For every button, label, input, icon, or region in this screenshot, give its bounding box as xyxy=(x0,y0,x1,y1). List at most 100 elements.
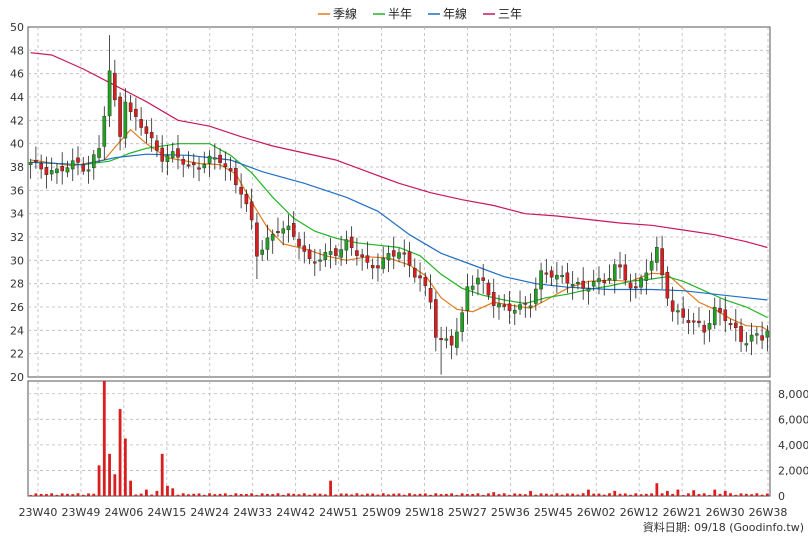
volume-bar xyxy=(623,493,627,496)
volume-bar xyxy=(208,493,211,496)
volume-bar xyxy=(87,493,90,496)
candle-body xyxy=(739,326,743,342)
volume-bar xyxy=(713,489,717,496)
volume-bar xyxy=(597,493,601,496)
candle-body xyxy=(507,303,512,311)
candle-body xyxy=(186,164,191,167)
volume-bar xyxy=(734,494,738,496)
volume-grid xyxy=(28,381,770,496)
volume-bar xyxy=(671,493,675,496)
volume-bar xyxy=(655,483,659,496)
price-tick-label: 34 xyxy=(10,208,24,221)
x-tick-label: 26W02 xyxy=(577,506,616,519)
volume-bar xyxy=(250,493,254,496)
volume-bar xyxy=(618,493,622,496)
candle-body xyxy=(512,309,517,314)
volume-bar xyxy=(587,489,590,496)
candle-body xyxy=(418,275,422,279)
candle-body xyxy=(181,158,186,165)
volume-bar xyxy=(571,493,575,496)
candle-body xyxy=(407,251,412,266)
candle-body xyxy=(55,168,59,174)
volume-bar xyxy=(608,493,611,496)
volume-bar xyxy=(139,493,143,496)
volume-bar xyxy=(397,493,401,496)
volume-bar xyxy=(492,492,496,496)
candle-body xyxy=(297,238,301,247)
volume-bar xyxy=(455,495,459,496)
volume-bar xyxy=(166,485,169,496)
price-y-axis: 20 22 24 26 28 30 32 34 36 38 40 42 44 46 48 50 xyxy=(10,21,24,384)
volume-tick-label: 2,000 xyxy=(778,464,808,477)
volume-bar xyxy=(50,493,54,496)
volume-bar xyxy=(366,493,369,496)
volume-bar xyxy=(550,494,554,496)
volume-bar xyxy=(155,490,159,496)
x-tick-label: 26W38 xyxy=(749,506,788,519)
price-tick-label: 30 xyxy=(10,254,24,267)
volume-bar xyxy=(66,493,69,496)
volume-bar xyxy=(323,494,327,496)
footer-credit: 資料日期: 09/18 (Goodinfo.tw) xyxy=(643,520,804,534)
candle-body xyxy=(255,222,259,257)
volume-bar xyxy=(92,493,96,496)
volume-bar xyxy=(29,495,33,496)
candle-body xyxy=(586,288,591,292)
candle-body xyxy=(439,338,443,341)
candle-body xyxy=(644,272,649,281)
x-tick-label: 25W36 xyxy=(491,506,530,519)
candle-body xyxy=(528,305,533,308)
candle-body xyxy=(234,167,238,186)
price-tick-label: 48 xyxy=(10,44,24,57)
volume-plot-frame xyxy=(27,380,771,497)
candle-body xyxy=(744,343,749,346)
volume-bar xyxy=(145,489,148,496)
volume-bar xyxy=(718,493,722,496)
volume-bar xyxy=(292,493,296,496)
candle-body xyxy=(49,170,54,175)
price-tick-label: 40 xyxy=(10,138,24,151)
candle-body xyxy=(655,247,659,263)
x-tick-label: 26W21 xyxy=(663,506,702,519)
volume-bar xyxy=(460,493,464,496)
volume-bar xyxy=(260,493,264,496)
candle-body xyxy=(213,157,217,160)
volume-bar xyxy=(202,494,206,496)
candle-body xyxy=(355,250,359,256)
volume-bar xyxy=(513,493,517,496)
candle-body xyxy=(639,277,643,288)
volume-bar xyxy=(644,493,648,496)
candle-body xyxy=(165,155,170,162)
volume-bar xyxy=(481,495,485,496)
candle-body xyxy=(170,151,175,158)
candle-body xyxy=(465,286,470,311)
candle-body xyxy=(202,164,207,169)
volume-bar xyxy=(639,494,643,496)
volume-bar xyxy=(592,493,596,496)
candle-body xyxy=(491,292,496,306)
candle-body xyxy=(428,288,433,303)
candle-body xyxy=(81,164,86,172)
volume-tick-label: 4,000 xyxy=(778,439,808,452)
candle-body xyxy=(34,159,38,162)
volume-bar xyxy=(60,493,64,496)
volume-bar xyxy=(529,490,532,496)
candle-body xyxy=(318,259,322,262)
candle-body xyxy=(176,148,180,158)
candle-body xyxy=(691,320,696,323)
candle-body xyxy=(291,222,296,237)
candle-body xyxy=(402,252,407,255)
volume-bar xyxy=(150,494,154,496)
candle-body xyxy=(149,131,154,139)
candle-body xyxy=(397,252,401,259)
volume-bar xyxy=(39,493,43,496)
x-tick-label: 24W42 xyxy=(276,506,315,519)
candle-body xyxy=(349,236,354,248)
candle-body xyxy=(712,307,717,326)
price-tick-label: 42 xyxy=(10,114,24,127)
candle-body xyxy=(591,281,596,287)
volume-bar xyxy=(371,493,375,496)
volume-bar xyxy=(187,494,190,496)
volume-bar xyxy=(255,495,259,496)
volume-bar xyxy=(339,493,343,496)
